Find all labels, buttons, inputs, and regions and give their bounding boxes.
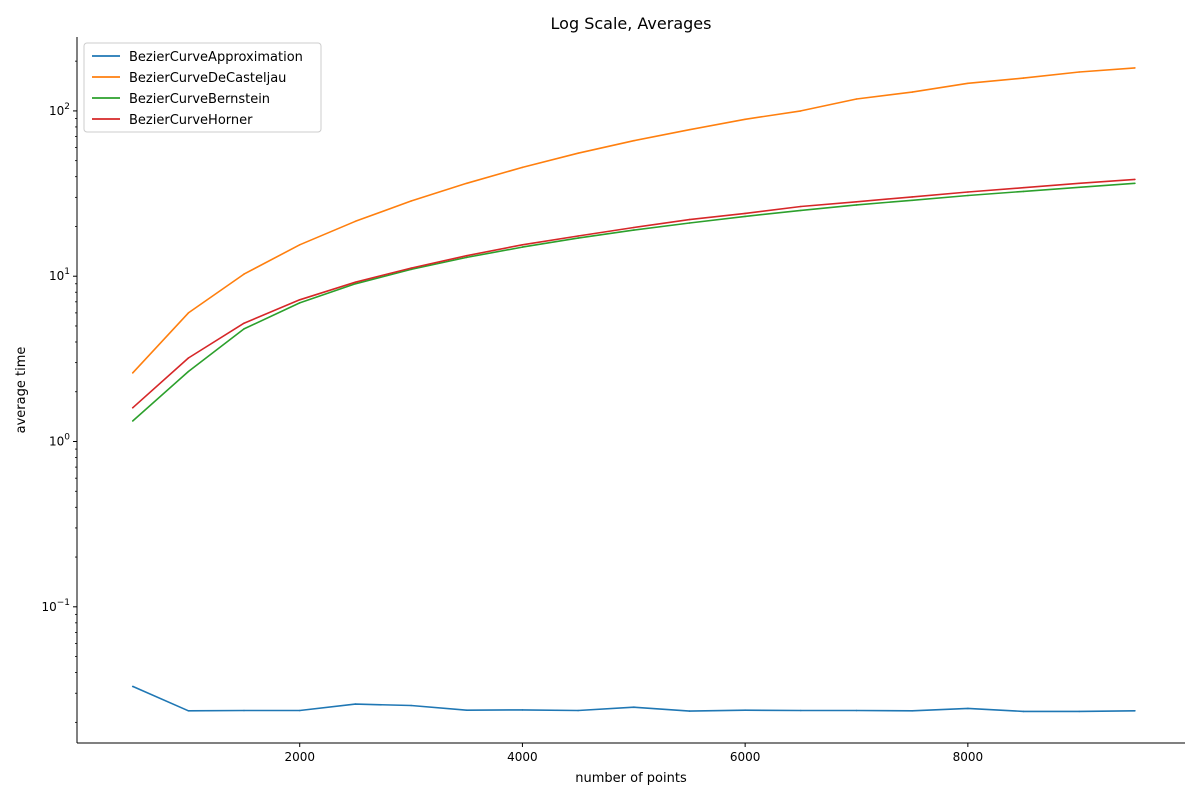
data-point-3-16 [1022,186,1025,189]
data-point-3-1 [187,357,190,359]
data-point-1-12 [800,110,802,112]
data-point-3-2 [243,322,245,325]
data-point-3-10 [688,218,691,221]
series-line-2 [132,182,1135,422]
data-point-1-8 [577,152,579,154]
x-tick-label: 8000 [953,750,984,764]
data-point-0-3 [298,709,301,712]
data-point-1-0 [131,372,134,374]
data-point-1-17 [1078,71,1080,73]
data-point-1-9 [633,139,635,142]
data-point-2-9 [633,229,635,231]
data-point-3-8 [577,235,579,237]
series-line-3 [132,178,1135,409]
data-point-1-7 [521,166,524,169]
data-point-0-14 [911,710,913,712]
data-point-3-5 [410,267,412,269]
data-point-1-6 [465,182,468,185]
data-point-1-16 [1022,77,1025,79]
data-point-0-10 [688,710,691,712]
data-point-2-4 [354,283,357,285]
data-point-1-14 [911,91,913,93]
x-tick-label: 6000 [730,750,761,764]
data-point-0-5 [410,704,412,707]
data-point-1-11 [744,118,746,121]
data-point-2-18 [1134,182,1136,185]
data-point-0-6 [465,709,468,711]
data-point-3-0 [131,407,134,409]
legend: BezierCurveApproximation BezierCurveDeCas… [83,42,322,133]
data-point-3-11 [744,212,746,215]
data-point-0-7 [521,709,524,711]
data-point-0-11 [744,709,746,711]
plot-area [131,67,1136,713]
data-point-2-8 [577,237,579,239]
data-point-2-7 [521,246,524,248]
data-point-2-10 [688,222,691,224]
data-point-0-12 [800,709,802,712]
data-point-2-3 [298,302,301,304]
legend-label-2: BezierCurveBernstein [129,92,270,107]
data-point-0-1 [187,710,190,712]
legend-label-1: BezierCurveDeCasteljau [129,71,286,86]
data-point-3-7 [521,244,524,246]
data-point-1-3 [298,244,301,246]
data-point-2-12 [800,209,802,212]
data-point-0-16 [1022,710,1025,713]
data-point-1-2 [243,273,245,275]
data-point-1-13 [855,98,858,100]
data-point-3-12 [800,205,802,208]
y-tick-label: 100 [49,433,70,449]
data-point-3-14 [911,196,913,198]
data-point-2-14 [911,199,913,202]
data-point-3-13 [855,201,858,203]
y-ticks: 10−1 100 101 102 [41,60,77,723]
data-point-3-9 [633,226,635,229]
y-tick-label: 102 [49,102,70,118]
data-point-2-17 [1078,186,1080,189]
chart-title: Log Scale, Averages [551,14,712,33]
data-point-1-10 [688,128,691,131]
x-ticks: 2000 4000 6000 8000 [284,743,983,764]
data-point-3-6 [465,254,468,257]
y-tick-label: 101 [49,267,70,283]
data-point-3-3 [298,299,301,301]
data-point-0-4 [354,703,357,705]
data-point-3-4 [354,281,357,284]
y-axis-label: average time [14,347,29,434]
data-point-0-17 [1078,710,1080,713]
data-point-1-4 [354,220,357,223]
data-point-0-13 [855,709,858,712]
data-point-3-18 [1134,178,1136,181]
data-point-0-8 [577,709,579,712]
data-point-0-15 [967,707,969,710]
data-point-2-2 [243,328,245,330]
data-point-2-6 [465,256,468,259]
y-tick-label: 10−1 [41,598,70,614]
data-point-0-9 [633,706,635,708]
data-point-2-13 [855,204,858,206]
x-axis-label: number of points [575,771,687,786]
data-point-1-5 [410,200,412,202]
legend-label-3: BezierCurveHorner [129,113,253,128]
data-point-2-1 [187,370,190,373]
data-point-0-0 [131,685,134,688]
x-tick-label: 2000 [284,750,315,764]
legend-label-0: BezierCurveApproximation [129,50,303,65]
data-point-1-1 [187,312,190,314]
data-point-2-0 [131,420,134,422]
data-point-0-18 [1134,710,1136,712]
data-point-0-2 [243,709,245,712]
data-point-2-11 [744,215,746,218]
data-point-1-18 [1134,67,1136,69]
data-point-2-15 [967,194,969,197]
data-point-1-15 [967,82,969,85]
legend-box [83,42,322,133]
data-point-3-17 [1078,182,1080,185]
data-point-2-16 [1022,190,1025,193]
data-point-3-15 [967,191,969,193]
x-tick-label: 4000 [507,750,538,764]
